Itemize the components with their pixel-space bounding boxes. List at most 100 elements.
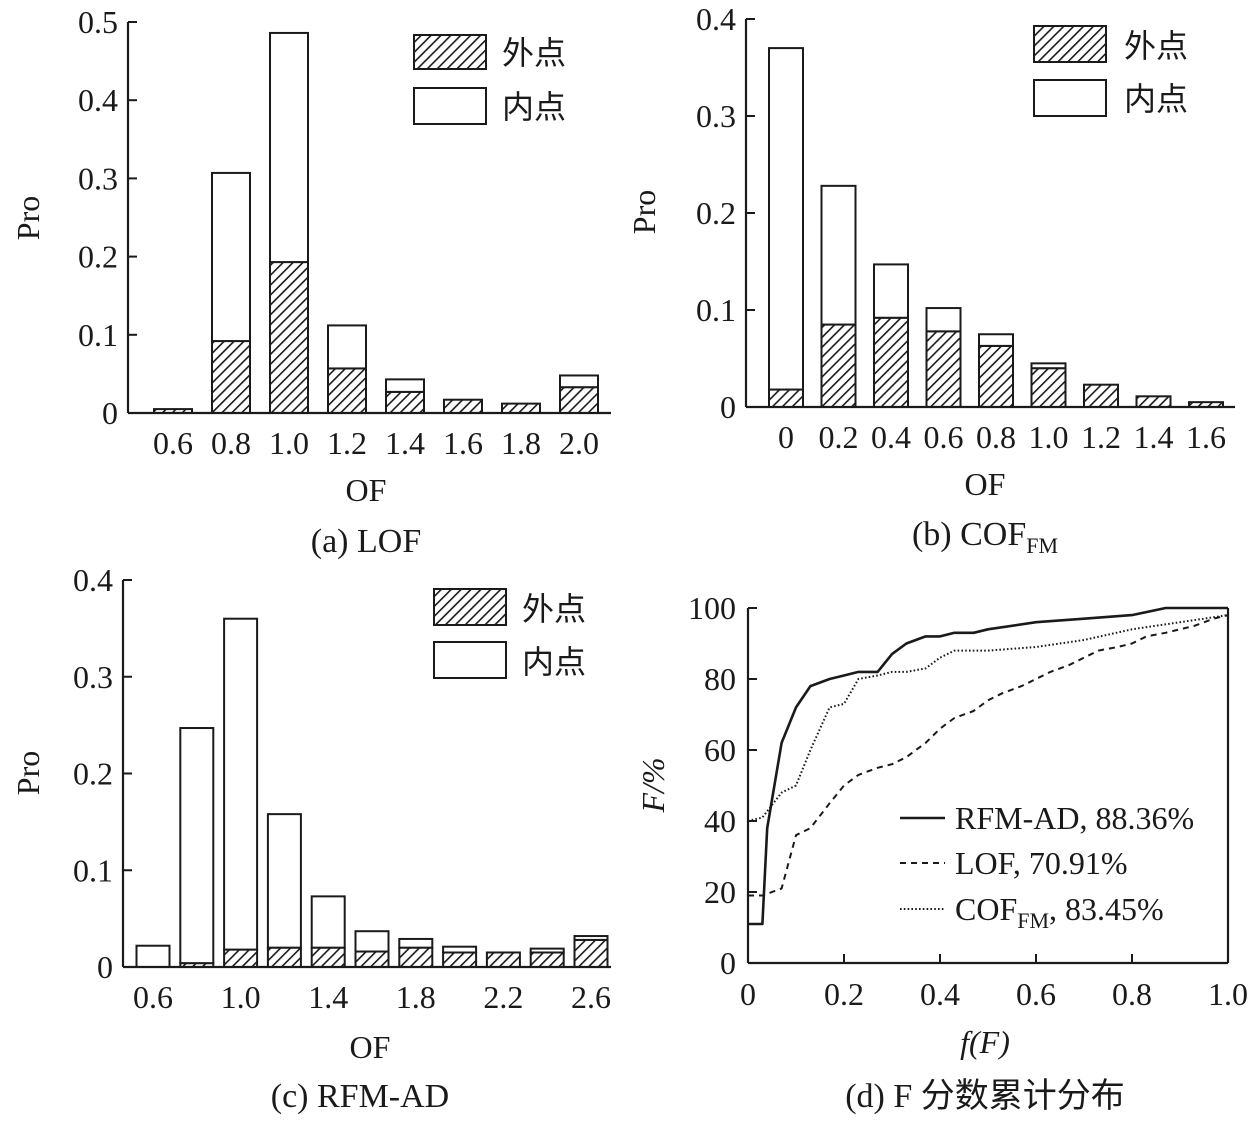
x-tick-label-a: 1.0 <box>269 425 309 461</box>
x-tick-label-c: 0.6 <box>133 979 173 1015</box>
x-tick-label-a: 0.6 <box>153 425 193 461</box>
y-tick-label-c: 0.2 <box>73 756 113 792</box>
bar-outlier-a <box>211 340 251 414</box>
legend-a: 外点 内点 <box>413 34 566 125</box>
legend-swatch-outlier-b <box>1033 25 1107 63</box>
panel-d: 0 20 40 60 80 100 0 0.2 0.4 0.6 0.8 1.0 F/% f(F) (d… <box>635 590 1248 1115</box>
legend-label-outlier-c: 外点 <box>522 591 586 627</box>
bar-outlier-a <box>269 261 309 414</box>
legend-label-inlier-b: 内点 <box>1124 81 1188 117</box>
bar-inlier-c <box>529 947 565 954</box>
bar-inlier-a <box>385 378 425 393</box>
x-tick-label-b: 1.4 <box>1134 419 1174 455</box>
bar-outlier-b <box>820 323 857 408</box>
legend-swatch-inlier-b <box>1033 79 1107 117</box>
y-tick-label-c: 0.1 <box>73 852 113 888</box>
bar-inlier-a <box>559 374 599 389</box>
y-tick-label-b: 0.1 <box>696 292 736 328</box>
legend-swatch-outlier-c <box>433 588 507 626</box>
caption-a: (a) LOF <box>311 523 421 560</box>
legend-label-inlier-c: 内点 <box>522 644 586 680</box>
y-tick-label-b: 0 <box>720 389 736 425</box>
x-tick-label-d: 0.2 <box>824 976 864 1012</box>
caption-b: (b) COFFM <box>912 516 1058 558</box>
bar-inlier-c <box>266 813 302 949</box>
y-tick-label-a: 0.3 <box>78 160 118 196</box>
series-line-rfm-ad <box>748 606 1228 926</box>
legend-label-outlier-b: 外点 <box>1124 28 1188 64</box>
bar-outlier-c <box>398 946 434 969</box>
caption-d: (d) F 分数累计分布 <box>845 1077 1125 1115</box>
panel-c: 0 0.1 0.2 0.3 0.4 0.6 1.0 1.4 1.8 2.2 2.6 Pro OF (… <box>10 562 611 1115</box>
bar-outlier-a <box>443 398 483 414</box>
bar-inlier-a <box>211 171 251 343</box>
y-tick-label-d: 0 <box>720 945 736 981</box>
legend-label-lof: LOF, 70.91% <box>955 845 1128 881</box>
plot-area-a: 0 0.1 0.2 0.3 0.4 0.5 0.6 0.8 1.0 1.2 1.4 1.6 1.8 2.0 <box>78 4 611 461</box>
bar-inlier-c <box>223 617 259 951</box>
x-tick-label-b: 0.4 <box>871 419 911 455</box>
x-tick-label-a: 1.8 <box>501 425 541 461</box>
x-tick-label-d: 0.6 <box>1016 976 1056 1012</box>
x-tick-label-b: 0.6 <box>924 419 964 455</box>
legend-swatch-outlier-a <box>413 34 487 70</box>
bar-outlier-b <box>978 344 1014 409</box>
y-tick-label-d: 60 <box>704 732 736 768</box>
legend-label-rfm-ad: RFM-AD, 88.36% <box>955 800 1194 836</box>
y-tick-label-a: 0 <box>102 395 118 431</box>
bar-outlier-b <box>1083 383 1119 409</box>
bar-outlier-b <box>925 330 962 408</box>
bar-inlier-c <box>398 937 434 949</box>
legend-c: 外点 内点 <box>433 588 586 680</box>
x-tick-label-c: 2.2 <box>483 979 523 1015</box>
x-axis-title-b: OF <box>965 466 1006 502</box>
x-axis-title-a: OF <box>346 472 387 508</box>
x-tick-label-c: 1.0 <box>221 979 261 1015</box>
plot-area-d: 0 20 40 60 80 100 0 0.2 0.4 0.6 0.8 1.0 <box>688 590 1248 1012</box>
caption-c: (c) RFM-AD <box>271 1078 449 1115</box>
bar-outlier-c <box>354 950 390 969</box>
y-tick-label-a: 0.5 <box>78 4 118 40</box>
panel-a: 0 0.1 0.2 0.3 0.4 0.5 0.6 0.8 1.0 1.2 1.4 1.6 1.8 2.0… <box>10 4 611 560</box>
caption-b-main: (b) COF <box>912 516 1026 553</box>
bar-inlier-b <box>925 307 962 333</box>
y-axis-title-c: Pro <box>10 751 46 795</box>
legend-label-cof-fm-name: COF <box>955 891 1017 927</box>
bar-inlier-c <box>135 944 171 969</box>
bar-inlier-b <box>768 47 804 391</box>
y-tick-label-c: 0.3 <box>73 659 113 695</box>
x-tick-label-a: 0.8 <box>211 425 251 461</box>
x-tick-label-b: 1.0 <box>1029 419 1069 455</box>
caption-b-subscript: FM <box>1026 533 1058 558</box>
x-axis-title-d: f(F) <box>960 1024 1010 1060</box>
bar-inlier-b <box>820 184 857 326</box>
x-tick-label-b: 0 <box>778 419 794 455</box>
x-tick-label-c: 1.4 <box>308 979 348 1015</box>
y-tick-label-a: 0.1 <box>78 317 118 353</box>
y-axis-title-a: Pro <box>10 196 46 240</box>
bar-outlier-c <box>310 946 346 969</box>
y-axis-title-d: F/% <box>635 757 671 813</box>
y-tick-label-a: 0.4 <box>78 82 118 118</box>
bar-inlier-b <box>1030 362 1067 370</box>
y-tick-label-d: 20 <box>704 874 736 910</box>
x-tick-label-b: 1.2 <box>1081 419 1121 455</box>
bar-inlier-b <box>873 263 909 319</box>
x-tick-label-c: 2.6 <box>571 979 611 1015</box>
x-tick-label-d: 1.0 <box>1208 976 1248 1012</box>
y-tick-label-a: 0.2 <box>78 239 118 275</box>
bar-outlier-c <box>442 951 478 968</box>
bar-outlier-a <box>385 390 425 414</box>
series-line-cof-fm <box>747 614 1229 822</box>
panel-b: 0 0.1 0.2 0.3 0.4 0 0.2 0.4 0.6 0.8 1.0 1.2 1.4 1.6 P… <box>626 1 1235 558</box>
plot-area-c: 0 0.1 0.2 0.3 0.4 0.6 1.0 1.4 1.8 2.2 2.6 <box>73 562 611 1015</box>
bar-outlier-b <box>1135 395 1172 408</box>
y-tick-label-d: 100 <box>688 590 736 626</box>
x-tick-label-d: 0.8 <box>1112 976 1152 1012</box>
bar-outlier-b <box>768 388 804 409</box>
bar-inlier-c <box>354 930 390 953</box>
bar-outlier-c <box>529 951 565 968</box>
x-tick-label-d: 0.4 <box>920 976 960 1012</box>
plot-area-b: 0 0.1 0.2 0.3 0.4 0 0.2 0.4 0.6 0.8 1.0 1.2 1.4 1.6 <box>696 1 1235 455</box>
